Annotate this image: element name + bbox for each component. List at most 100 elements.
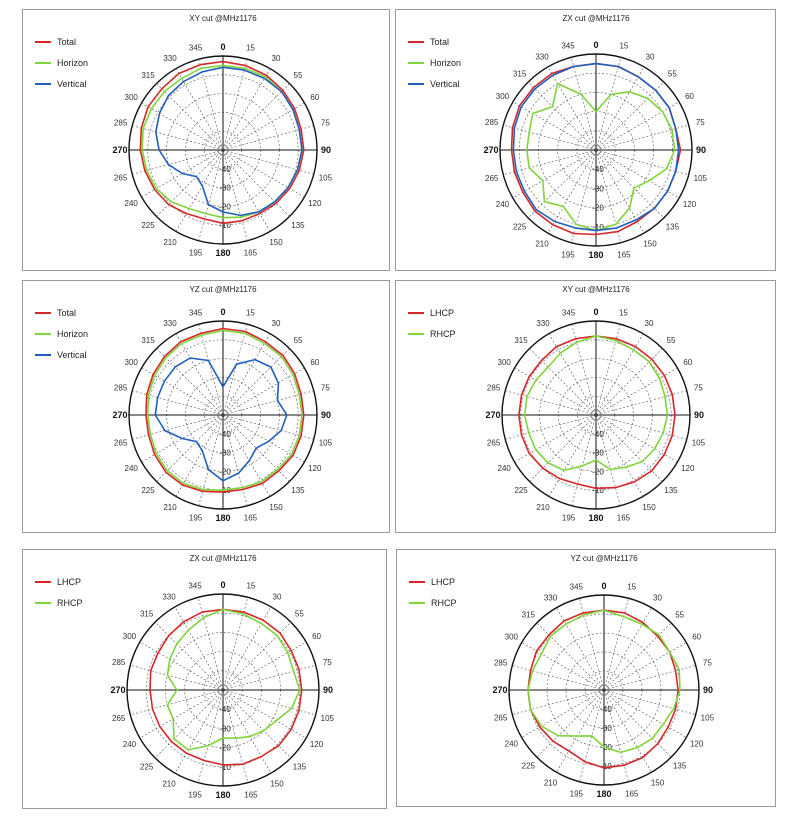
angle-tick-label: 75 bbox=[321, 119, 330, 128]
grid-spoke bbox=[570, 57, 597, 151]
chart-title: YZ cut @MHz1176 bbox=[570, 554, 638, 563]
grid-spoke bbox=[175, 149, 224, 232]
angle-tick-label: 270 bbox=[110, 685, 125, 695]
grid-spoke bbox=[139, 641, 224, 691]
angle-tick-label: 225 bbox=[140, 762, 154, 771]
radial-tick-label: -10 bbox=[219, 221, 231, 230]
angle-tick-label: 15 bbox=[627, 583, 636, 592]
legend-label: Horizon bbox=[430, 58, 461, 68]
angle-tick-label: 345 bbox=[189, 44, 203, 53]
grid-spoke bbox=[222, 324, 248, 416]
grid-spoke bbox=[175, 414, 224, 497]
series-line-vertical bbox=[512, 62, 680, 232]
angle-tick-label: 0 bbox=[220, 42, 225, 52]
angle-tick-label: 210 bbox=[544, 779, 558, 788]
chart-5-svg: ZX cut @MHz1176 0 15 30 55 60 75 90 105 120 135 150… bbox=[35, 554, 335, 800]
grid-spoke bbox=[154, 689, 224, 759]
angle-tick-label: 270 bbox=[112, 410, 127, 420]
legend-label: Vertical bbox=[430, 79, 460, 89]
grid-spoke bbox=[222, 414, 305, 463]
angle-tick-label: 330 bbox=[535, 52, 549, 61]
grid-spoke bbox=[595, 66, 645, 151]
angle-tick-label: 345 bbox=[561, 42, 575, 51]
grid-spoke bbox=[595, 149, 665, 219]
series-line-horizon bbox=[147, 329, 303, 491]
grid-spoke bbox=[603, 689, 696, 715]
angle-tick-label: 150 bbox=[269, 238, 283, 247]
legend-label: Vertical bbox=[57, 79, 87, 89]
grid-spoke bbox=[222, 83, 290, 151]
angle-tick-label: 150 bbox=[651, 779, 665, 788]
legend-label: Horizon bbox=[57, 58, 88, 68]
angle-tick-label: 240 bbox=[498, 464, 512, 473]
angle-tick-label: 225 bbox=[514, 486, 528, 495]
angle-tick-label: 345 bbox=[562, 309, 576, 318]
series-line-vertical bbox=[154, 357, 288, 482]
angle-tick-label: 30 bbox=[646, 52, 655, 61]
angle-tick-label: 300 bbox=[498, 358, 512, 367]
chart-panel-1: XY cut @MHz1176 0 15 30 55 60 75 90 105 120 135 150… bbox=[22, 9, 390, 271]
angle-tick-label: 330 bbox=[163, 319, 177, 328]
angle-tick-label: 265 bbox=[114, 173, 128, 182]
angle-tick-label: 165 bbox=[625, 789, 639, 798]
angle-tick-label: 15 bbox=[619, 309, 628, 318]
angle-tick-label: 300 bbox=[496, 92, 510, 101]
angle-tick-label: 60 bbox=[685, 92, 694, 101]
angle-tick-label: 315 bbox=[141, 71, 155, 80]
angle-tick-label: 75 bbox=[694, 384, 703, 393]
grid-spoke bbox=[198, 59, 224, 151]
legend-label: Horizon bbox=[57, 329, 88, 339]
angle-tick-label: 75 bbox=[323, 658, 332, 667]
angle-tick-label: 30 bbox=[653, 593, 662, 602]
grid-spoke bbox=[529, 348, 597, 416]
grid-spoke bbox=[222, 367, 305, 416]
grid-spoke bbox=[222, 68, 271, 151]
series-line-rhcp bbox=[166, 608, 301, 751]
grid-spoke bbox=[536, 622, 605, 691]
angle-tick-label: 265 bbox=[112, 714, 126, 723]
polar-grid bbox=[128, 55, 318, 245]
angle-tick-label: 330 bbox=[162, 592, 176, 601]
grid-spoke bbox=[595, 414, 663, 482]
angle-tick-label: 55 bbox=[294, 71, 303, 80]
polar-grid bbox=[501, 320, 691, 510]
angle-tick-label: 60 bbox=[692, 633, 701, 642]
grid-spoke bbox=[130, 689, 224, 716]
angle-tick-label: 90 bbox=[323, 685, 333, 695]
angle-tick-label: 150 bbox=[642, 503, 656, 512]
angle-tick-label: 180 bbox=[215, 790, 230, 800]
chart-panel-3: YZ cut @MHz1176 0 15 30 55 60 75 90 105 120 135 150… bbox=[22, 280, 390, 533]
angle-tick-label: 270 bbox=[483, 145, 498, 155]
angle-tick-label: 75 bbox=[321, 384, 330, 393]
angle-tick-label: 135 bbox=[291, 486, 305, 495]
chart-title: XY cut @MHz1176 bbox=[562, 285, 630, 294]
angle-tick-label: 135 bbox=[673, 762, 687, 771]
grid-spoke bbox=[536, 689, 605, 758]
chart-3-svg: YZ cut @MHz1176 0 15 30 55 60 75 90 105 120 135 150… bbox=[35, 285, 333, 523]
angle-tick-label: 120 bbox=[690, 740, 704, 749]
grid-spoke bbox=[132, 125, 224, 151]
angle-tick-label: 105 bbox=[692, 438, 706, 447]
radial-tick-label: -20 bbox=[219, 202, 231, 211]
grid-spoke bbox=[503, 149, 597, 176]
angle-tick-label: 15 bbox=[246, 44, 255, 53]
angle-tick-label: 345 bbox=[570, 583, 584, 592]
angle-tick-label: 135 bbox=[293, 762, 307, 771]
angle-tick-label: 120 bbox=[308, 199, 322, 208]
grid-spoke bbox=[595, 367, 678, 416]
angle-tick-label: 60 bbox=[683, 358, 692, 367]
chart-title: XY cut @MHz1176 bbox=[189, 14, 257, 23]
grid-spoke bbox=[154, 621, 224, 691]
angle-tick-label: 265 bbox=[485, 174, 499, 183]
angle-tick-label: 195 bbox=[561, 250, 575, 259]
grid-spoke bbox=[548, 414, 597, 497]
series-line-total bbox=[139, 60, 305, 225]
grid-spoke bbox=[222, 102, 305, 151]
angle-tick-label: 240 bbox=[505, 740, 519, 749]
grid-spoke bbox=[512, 101, 597, 151]
angle-tick-label: 225 bbox=[522, 762, 536, 771]
radial-tick-label: -30 bbox=[219, 449, 231, 458]
grid-spoke bbox=[603, 665, 696, 691]
angle-tick-label: 105 bbox=[701, 714, 715, 723]
grid-spoke bbox=[141, 102, 224, 151]
